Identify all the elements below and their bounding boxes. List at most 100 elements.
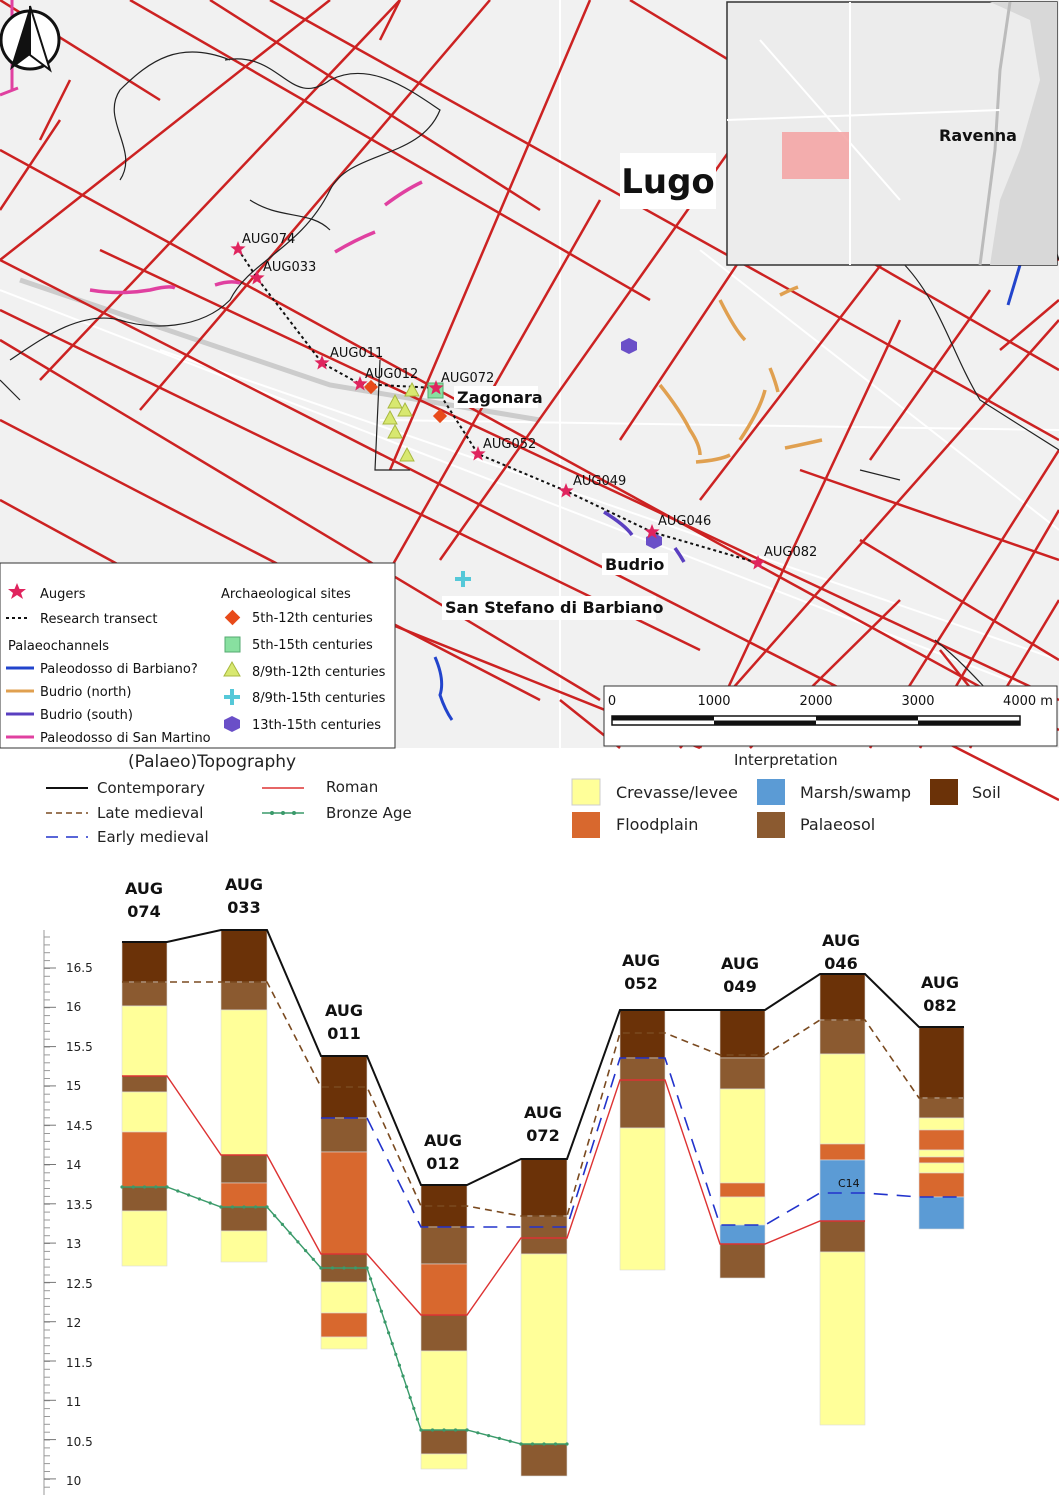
core-layer-soil <box>719 1009 766 1059</box>
core-layer-crevasse <box>420 1350 468 1431</box>
core-label-074-top: AUG <box>125 879 163 898</box>
line-marker <box>187 1193 191 1197</box>
y-tick-16.5: 16.5 <box>66 961 93 975</box>
cross-section: 16.5 16 15.5 15 14.5 14 13.5 13 12.5 12 … <box>43 875 965 1495</box>
line-marker <box>304 1249 308 1253</box>
road-grid-line <box>388 0 592 471</box>
y-tick-11.5: 11.5 <box>66 1356 93 1370</box>
legend-contemporary: Contemporary <box>97 779 205 797</box>
site-13-15-marker <box>646 533 662 549</box>
road-grid <box>0 0 1059 802</box>
core-label-052-bottom: 052 <box>624 974 657 993</box>
legend-roman: Roman <box>326 778 378 796</box>
core-layer-palaeosol <box>420 1314 468 1352</box>
y-tick-12: 12 <box>66 1316 81 1330</box>
line-marker <box>487 1434 491 1438</box>
line-marker <box>542 1442 546 1446</box>
site-5-12-marker <box>432 408 448 424</box>
line-marker <box>242 1205 246 1209</box>
auger-star-icon <box>352 376 368 391</box>
road-grid-line <box>0 338 601 702</box>
y-tick-15.5: 15.5 <box>66 1040 93 1054</box>
y-tick-13.5: 13.5 <box>66 1198 93 1212</box>
core-layer-crevasse <box>918 1149 965 1158</box>
site-8-12-marker <box>404 381 420 397</box>
line-marker <box>387 1331 391 1335</box>
late-medieval-surface-line <box>122 981 964 1217</box>
town-label-ravenna: Ravenna <box>939 126 1017 145</box>
legend-palaeochannels-title: Palaeochannels <box>8 639 109 654</box>
paleodosso-barbiano-channel <box>433 264 1022 721</box>
scale-tick-4000: 4000 m <box>1003 694 1053 709</box>
core-layer-crevasse <box>918 1117 965 1131</box>
road-grid-line <box>209 0 541 212</box>
site-8-12-marker <box>387 393 403 409</box>
y-tick-10: 10 <box>66 1474 81 1488</box>
auger-star-icon <box>558 483 574 498</box>
core-layer-palaeosol <box>918 1097 965 1119</box>
auger-star-icon <box>470 446 486 461</box>
core-layer-floodplain <box>320 1151 368 1255</box>
auger-star-icon <box>644 524 660 539</box>
scale-bar: 0 1000 2000 3000 4000 m <box>603 685 1058 747</box>
legend-channel-barbiano: Paleodosso di Barbiano? <box>40 662 198 677</box>
auger-label-AUG082: AUG082 <box>764 545 817 560</box>
legend-site-13-15-symbol <box>224 716 240 732</box>
site-5-12-marker <box>363 379 379 395</box>
road-grid-line <box>39 0 401 381</box>
road-grid-line <box>859 538 1059 662</box>
line-marker <box>353 1266 358 1270</box>
line-marker <box>476 1431 480 1435</box>
road-grid-line <box>0 148 1059 732</box>
site-8-15-marker <box>455 571 471 587</box>
site-8-12-marker <box>399 446 415 462</box>
line-marker <box>401 1374 405 1378</box>
core-layer-crevasse <box>121 1091 168 1133</box>
core-layer-palaeosol <box>420 1429 468 1455</box>
legend-floodplain: Floodplain <box>616 815 698 834</box>
auger-markers <box>230 241 766 570</box>
road-grid-line <box>0 418 541 702</box>
auger-core-column <box>121 941 168 1267</box>
town-label-lugo: Lugo <box>621 162 715 202</box>
paleodosso-san-martino-channel <box>89 180 423 295</box>
legend-marsh-swatch <box>757 779 785 805</box>
legend-crevasse: Crevasse/levee <box>616 783 738 802</box>
legend-channel-budrio-north: Budrio (north) <box>40 685 131 700</box>
core-layer-soil <box>220 929 268 983</box>
line-marker <box>319 1266 323 1270</box>
line-marker <box>412 1406 416 1410</box>
site-8-12-marker <box>397 401 413 417</box>
line-marker <box>288 1231 292 1235</box>
road-grid-line <box>0 119 62 211</box>
scale-tick-0: 0 <box>608 694 616 709</box>
road-grid-line <box>139 0 491 411</box>
auger-core-column <box>918 1026 965 1230</box>
core-label-033-bottom: 033 <box>227 898 260 917</box>
line-marker <box>369 1277 373 1281</box>
auger-label-AUG049: AUG049 <box>573 474 626 489</box>
core-layer-crevasse <box>819 1053 866 1145</box>
line-marker <box>394 1352 398 1356</box>
road-grid-line <box>0 308 701 652</box>
line-marker <box>165 1185 169 1189</box>
legend-auger-symbol <box>8 583 26 599</box>
core-layer-floodplain <box>918 1129 965 1151</box>
auger-label-AUG052: AUG052 <box>483 437 536 452</box>
line-marker <box>383 1320 387 1324</box>
road-grid-line <box>378 0 402 41</box>
core-label-049-bottom: 049 <box>723 977 756 996</box>
legend-soil: Soil <box>972 783 1001 802</box>
legend-site-5-15: 5th-15th centuries <box>252 638 373 653</box>
auger-label-AUG074: AUG074 <box>242 232 295 247</box>
auger-star-icon <box>314 355 330 370</box>
interpretation-title: Interpretation <box>734 751 838 769</box>
scale-tick-3000: 3000 <box>901 694 934 709</box>
core-layer-marsh <box>819 1159 866 1222</box>
auger-cores <box>121 929 965 1477</box>
map-panel: AUG072 AUG074 AUG033 AUG011 AUG012 AUG05… <box>0 0 1059 802</box>
y-tick-11: 11 <box>66 1395 81 1409</box>
core-label-033-top: AUG <box>225 875 263 894</box>
san-stefano-label-box <box>442 596 656 620</box>
line-marker <box>419 1428 423 1432</box>
